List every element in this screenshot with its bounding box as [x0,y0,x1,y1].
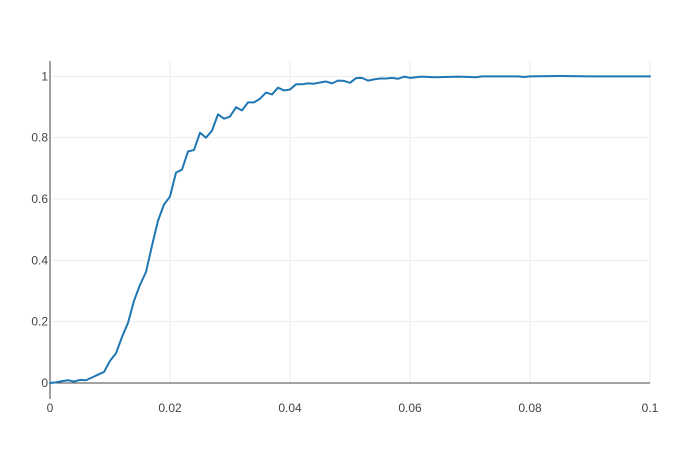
series-line-0 [49,75,651,384]
x-tick-label-3: 0.06 [398,401,422,415]
y-tick-label-2: 0.4 [31,253,48,267]
axis-layer [49,61,650,399]
x-tick-label-2: 0.04 [278,401,302,415]
x-tick-label-4: 0.08 [518,401,542,415]
y-tick-label-1: 0.2 [31,315,48,329]
tick-label-layer: 0 0.02 0.04 0.06 0.08 0.1 0 0.2 0.4 0.6 0.8 1 [31,69,658,415]
y-tick-label-3: 0.6 [31,192,48,206]
x-tick-label-1: 0.02 [158,401,182,415]
y-tick-label-0: 0 [41,376,48,390]
x-tick-label-0: 0 [47,401,54,415]
y-tick-label-4: 0.8 [31,131,48,145]
x-tick-label-5: 0.1 [642,401,659,415]
series-layer [49,75,651,384]
grid-layer [50,61,651,383]
y-tick-label-5: 1 [41,69,48,83]
